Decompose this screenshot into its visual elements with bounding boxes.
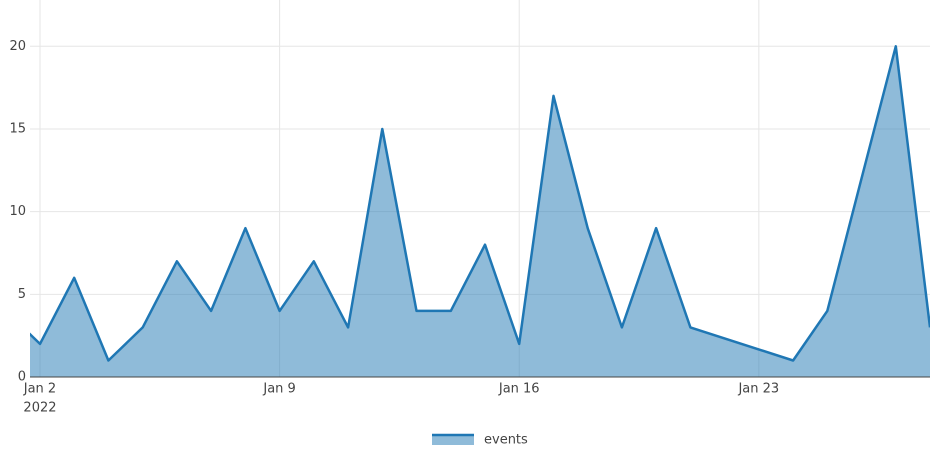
x-tick-label: Jan 9 (262, 382, 295, 397)
y-tick-label: 15 (9, 121, 26, 136)
y-tick-label: 0 (18, 370, 26, 385)
axes: 0 5 10 15 20 Jan 2 Jan 9 Jan 16 Jan 23 2022 events (9, 39, 930, 448)
legend-label[interactable]: events (484, 433, 528, 448)
x-tick-label: Jan 16 (498, 382, 540, 397)
x-axis-year: 2022 (23, 401, 56, 416)
y-tick-label: 10 (9, 204, 26, 219)
x-tick-label: Jan 23 (737, 382, 779, 397)
area-line (30, 45, 930, 362)
plot-area (30, 45, 930, 377)
area-fill (30, 46, 930, 377)
x-tick-label: Jan 2 (23, 382, 56, 397)
y-tick-label: 20 (9, 39, 26, 54)
legend-swatch[interactable] (432, 435, 474, 445)
y-tick-label: 5 (18, 287, 26, 302)
